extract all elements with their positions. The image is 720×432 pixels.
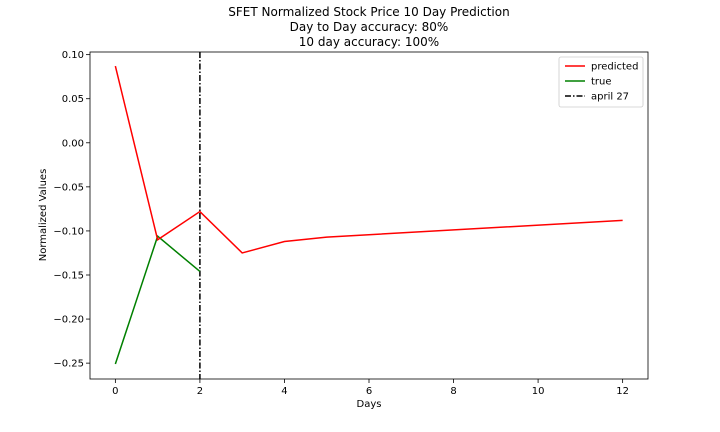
- plot-lines: [114, 52, 623, 379]
- x-tick-label: 4: [281, 386, 287, 397]
- series-line-predicted: [114, 65, 623, 254]
- x-tick-label: 0: [112, 386, 118, 397]
- y-tick-label: −0.25: [53, 359, 84, 370]
- y-axis-ticks: 0.10 0.05 0.00 −0.05 −0.10 −0.15 −0.20 −0.25: [53, 50, 90, 370]
- x-tick-label: 8: [450, 386, 456, 397]
- x-axis-label: Days: [357, 399, 382, 410]
- legend-label-true: true: [591, 77, 612, 88]
- y-tick-label: −0.20: [53, 315, 84, 326]
- y-tick-label: −0.05: [53, 182, 84, 193]
- chart-title-line-1: SFET Normalized Stock Price 10 Day Predi…: [228, 5, 509, 19]
- chart-title-line-3: 10 day accuracy: 100%: [299, 35, 439, 49]
- legend: predicted true april 27: [558, 56, 644, 108]
- y-axis-label: Normalized Values: [38, 169, 49, 262]
- legend-label-predicted: predicted: [591, 62, 638, 73]
- y-tick-label: 0.05: [62, 94, 84, 105]
- legend-label-april-27: april 27: [591, 92, 629, 103]
- plot-frame: [89, 51, 649, 380]
- legend-box: [558, 56, 644, 108]
- y-tick-label: −0.15: [53, 270, 84, 281]
- series-line-true: [114, 234, 201, 365]
- x-tick-label: 2: [197, 386, 203, 397]
- y-tick-label: −0.10: [53, 226, 84, 237]
- x-tick-label: 12: [616, 386, 629, 397]
- y-tick-label: 0.00: [62, 138, 84, 149]
- chart-title-line-2: Day to Day accuracy: 80%: [290, 20, 449, 34]
- x-axis-ticks: 0 2 4 6 8 10 12: [112, 379, 629, 397]
- x-tick-label: 6: [366, 386, 372, 397]
- x-tick-label: 10: [532, 386, 545, 397]
- y-tick-label: 0.10: [62, 50, 84, 61]
